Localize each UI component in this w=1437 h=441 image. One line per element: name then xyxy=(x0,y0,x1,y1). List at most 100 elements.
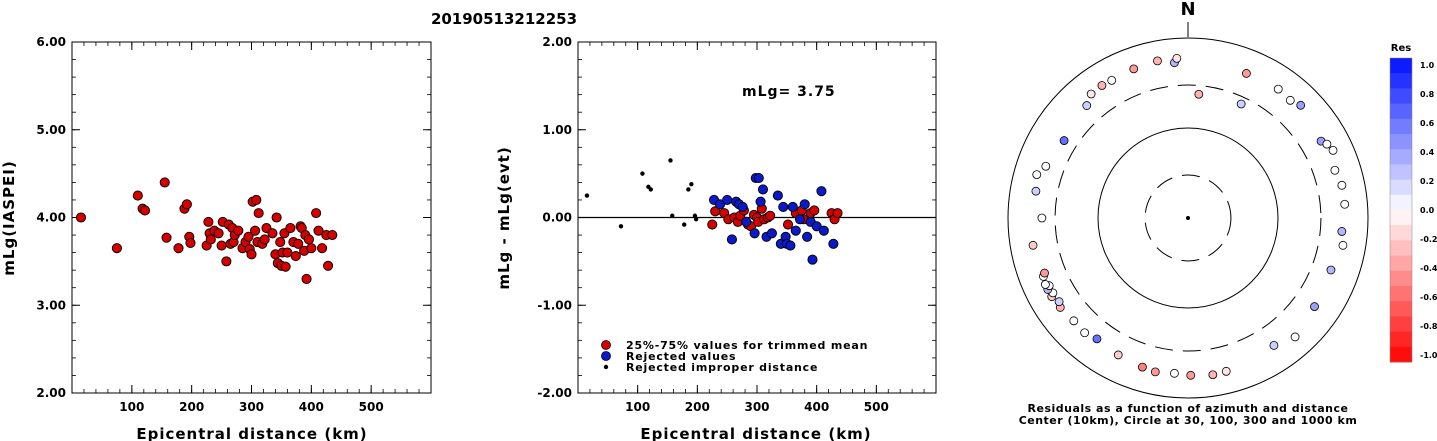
residual-point xyxy=(1338,240,1348,250)
residual-point xyxy=(1322,139,1332,149)
y-tick-label: 1.00 xyxy=(542,123,572,137)
residual-point xyxy=(1242,69,1251,78)
distance-rings xyxy=(1007,37,1369,399)
data-point-rejected xyxy=(818,225,829,236)
ring-300km xyxy=(1054,84,1322,352)
residual-point xyxy=(1028,240,1038,250)
x-tick-label: 200 xyxy=(179,400,204,414)
data-point xyxy=(290,251,301,262)
x-tick-label: 300 xyxy=(744,400,769,414)
y-axis-label: mLg(IASPEI) xyxy=(0,160,18,275)
colorbar-tick-label: 1.0 xyxy=(1420,61,1435,70)
colorbar-segment xyxy=(1390,255,1412,272)
data-point xyxy=(203,216,214,227)
ring-100km xyxy=(1097,127,1279,309)
x-tick-label: 400 xyxy=(299,400,324,414)
data-point xyxy=(243,231,254,242)
residual-point xyxy=(1172,53,1182,63)
legend: 25%-75% values for trimmed mean Rejected… xyxy=(601,339,867,374)
residual-point xyxy=(1041,280,1050,289)
epicenter-marker xyxy=(1186,216,1190,220)
data-point xyxy=(233,225,244,236)
ring-1000km xyxy=(1007,37,1369,399)
residual-point xyxy=(1328,145,1338,155)
data-point xyxy=(282,247,293,258)
figure-title: 20190513212253 xyxy=(431,10,577,28)
y-tick-label: 3.00 xyxy=(36,298,66,312)
colorbar-segment xyxy=(1390,134,1412,150)
data-point xyxy=(271,212,282,223)
residual-point xyxy=(1054,297,1064,307)
residual-point xyxy=(1129,64,1139,74)
data-point xyxy=(782,219,794,230)
colorbar-tick-label: -0.2 xyxy=(1420,235,1437,244)
data-point-improper xyxy=(670,213,675,218)
data-point xyxy=(161,232,172,243)
data-point xyxy=(246,249,257,260)
data-point xyxy=(327,229,338,241)
data-point-rejected xyxy=(755,196,766,207)
data-point xyxy=(311,208,322,219)
data-point xyxy=(765,210,776,221)
residual-point xyxy=(1153,56,1162,66)
colorbar-segment xyxy=(1390,331,1412,348)
x-tick-label: 500 xyxy=(359,400,384,414)
data-points xyxy=(584,158,843,265)
residual-point xyxy=(1340,199,1350,209)
colorbar-segment xyxy=(1390,103,1412,120)
residual-point xyxy=(1170,368,1179,378)
data-point-rejected xyxy=(753,172,764,184)
x-tick-label: 200 xyxy=(685,400,710,414)
data-point-improper xyxy=(682,222,687,227)
chart-residual-vs-distance: 100 200 300 400 500 -2.00 -1.00 0.00 1.00 2.00 mL… xyxy=(495,35,937,441)
chart-polar-residuals: N Residuals as a function of azimuth and… xyxy=(1007,0,1437,427)
residual-point xyxy=(1113,350,1123,360)
colorbar-segment xyxy=(1390,286,1412,302)
data-point-rejected xyxy=(828,238,839,249)
residual-point xyxy=(1221,366,1231,376)
colorbar-tick-label: 0.2 xyxy=(1420,177,1434,186)
data-point-rejected xyxy=(787,201,798,213)
residual-point xyxy=(1236,99,1246,109)
colorbar-segment xyxy=(1390,210,1412,226)
residual-point xyxy=(1037,213,1047,223)
axis-ticks: 100 200 300 400 500 2.00 3.00 4.00 5.00 6.00 xyxy=(36,35,432,414)
data-point-rejected xyxy=(714,199,726,210)
data-point-rejected xyxy=(802,231,813,242)
colorbar-tick-label: 0.0 xyxy=(1420,206,1435,215)
residual-point xyxy=(1041,161,1051,171)
residual-point xyxy=(1208,370,1218,380)
data-point xyxy=(301,273,312,284)
data-point xyxy=(259,234,270,245)
data-point xyxy=(293,238,304,249)
data-point xyxy=(111,243,122,254)
x-tick-label: 300 xyxy=(239,400,264,414)
y-tick-label: -1.00 xyxy=(537,298,572,312)
colorbar-segment xyxy=(1390,240,1412,257)
data-point xyxy=(303,234,314,245)
north-label: N xyxy=(1180,0,1195,20)
data-point xyxy=(221,256,232,267)
residual-point xyxy=(1080,328,1090,338)
data-point-improper xyxy=(668,158,673,163)
data-point xyxy=(253,208,264,219)
caption-line-2: Center (10km), Circle at 30, 100, 300 an… xyxy=(1019,414,1358,427)
y-tick-label: 0.00 xyxy=(542,211,572,225)
data-point xyxy=(159,177,170,188)
residual-point xyxy=(1092,334,1102,344)
residual-point xyxy=(1269,341,1279,350)
data-point xyxy=(213,228,224,239)
data-point xyxy=(285,222,296,234)
data-point-rejected xyxy=(749,228,760,239)
legend-marker-accepted xyxy=(601,340,611,350)
x-axis-label: Epicentral distance (km) xyxy=(136,425,367,441)
y-tick-label: 2.00 xyxy=(542,35,572,49)
chart-mlg-vs-distance: 100 200 300 400 500 2.00 3.00 4.00 5.00 6.00 Epic… xyxy=(0,35,432,441)
colorbar-title: Res xyxy=(1391,43,1411,54)
residual-point xyxy=(1330,165,1340,175)
colorbar-tick-label: 0.6 xyxy=(1420,119,1435,128)
colorbar: 1.0 0.8 0.6 0.4 0.2 0.0 -0.2 -0.4 -0.6 -0.8 -1.0 xyxy=(1389,57,1437,363)
residual-point xyxy=(1337,180,1347,190)
residual-point xyxy=(1290,332,1300,342)
